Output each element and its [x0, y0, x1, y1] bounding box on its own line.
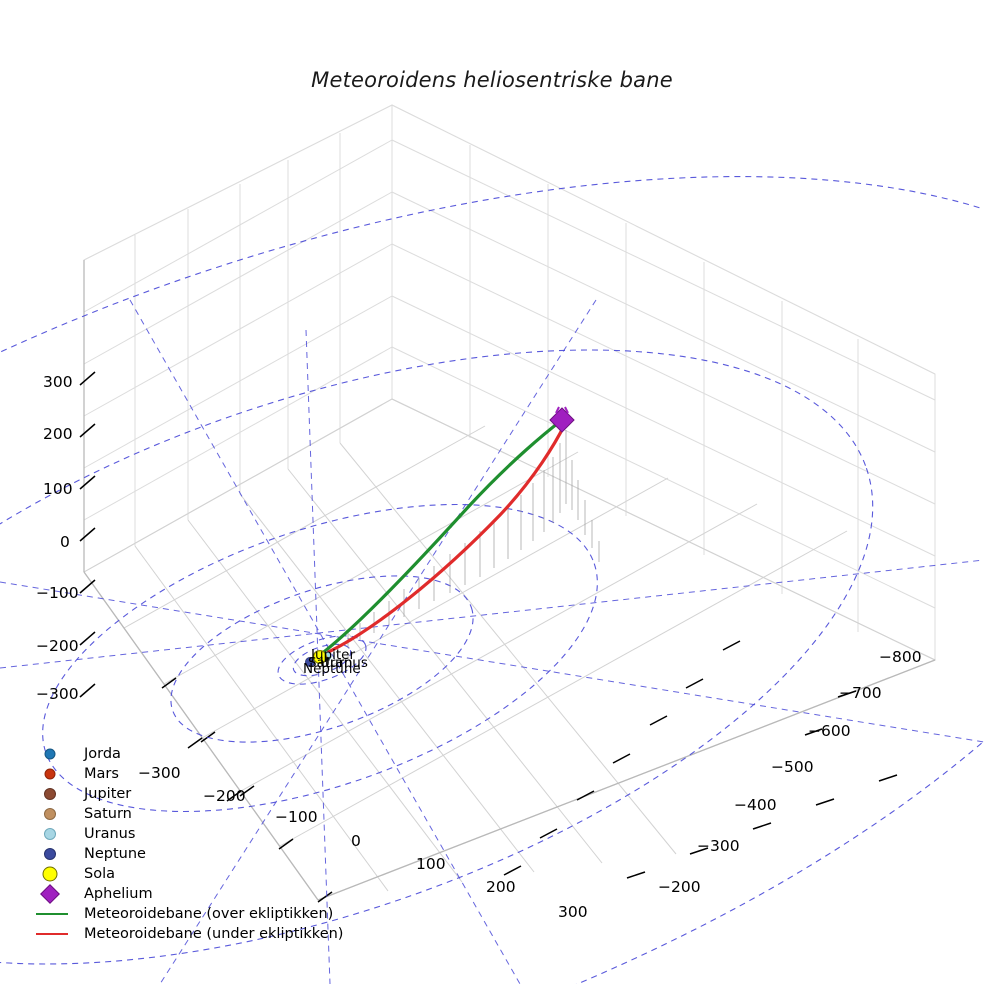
y-axis-ticks: [626, 690, 898, 879]
orbit-jorda: [292, 643, 352, 677]
tick-label: 0: [60, 533, 70, 551]
z-axis-ticks: [79, 371, 96, 698]
plot-legend: Jorda Mars Jupiter Saturn Uranus: [34, 744, 343, 944]
tick-label: 0: [351, 832, 361, 850]
body-label-saturn: Saturn: [308, 655, 353, 671]
legend-label-jupiter: Jupiter: [84, 786, 132, 802]
legend-label-neptune: Neptune: [84, 846, 146, 862]
tick-label: −200: [203, 787, 246, 805]
tick-label: 100: [416, 855, 446, 873]
tick-label: −100: [275, 808, 318, 826]
tick-label: −600: [808, 722, 851, 740]
legend-key-jorda: [34, 744, 80, 764]
aphelium-diamond-icon: [40, 884, 60, 904]
legend-item-uranus[interactable]: Uranus: [34, 824, 334, 844]
tick-label: −300: [36, 685, 79, 703]
legend-label-saturn: Saturn: [84, 806, 132, 822]
legend-key-saturn: [34, 804, 80, 824]
y-axis-spine: [317, 659, 936, 901]
tick-label: 100: [43, 480, 73, 498]
legend-item-jupiter[interactable]: Jupiter: [34, 784, 334, 804]
tick-label: −300: [138, 764, 181, 782]
legend-label-sola: Sola: [84, 866, 115, 882]
tick-label: 200: [43, 425, 73, 443]
legend-item-saturn[interactable]: Saturn: [34, 804, 334, 824]
legend-key-neptune: [34, 844, 80, 864]
pane-back-right: [391, 104, 936, 661]
page-title: Meteoroidens heliosentriske bane: [311, 68, 673, 92]
sola-dot-icon: [42, 866, 58, 882]
orbit-jupiter: [170, 575, 474, 743]
x-axis-spine: [83, 571, 319, 901]
legend-item-neptune[interactable]: Neptune: [34, 844, 334, 864]
tick-label: −500: [771, 758, 814, 776]
y-axis-ticks-upper: [503, 640, 741, 876]
orbit-mars: [277, 635, 367, 685]
neptune-dot-icon: [44, 848, 56, 860]
meteoroid-track-above-ecliptic: [318, 418, 564, 657]
body-label-uranus: Uranus: [320, 655, 368, 671]
tick-label: 300: [558, 903, 588, 921]
legend-key-aphelium: [34, 884, 80, 904]
meteoroid-track-below-ecliptic: [318, 422, 567, 658]
legend-label-jorda: Jorda: [84, 746, 121, 762]
tick-label: −200: [658, 878, 701, 896]
legend-item-sola[interactable]: Sola: [34, 864, 334, 884]
legend-label-aphelium: Aphelium: [84, 886, 153, 902]
legend-item-aphelium[interactable]: Aphelium: [34, 884, 334, 904]
tick-label: −400: [734, 796, 777, 814]
legend-key-track-above: [34, 904, 80, 924]
saturn-dot-icon: [44, 808, 56, 820]
tick-label: −800: [879, 648, 922, 666]
legend-item-track-below[interactable]: Meteoroidebane (under ekliptikken): [34, 924, 343, 944]
legend-key-sola: [34, 864, 80, 884]
axis-spines: [83, 260, 936, 901]
tick-label: −300: [697, 837, 740, 855]
body-label-neptune: Neptune: [303, 661, 361, 677]
tick-label: 300: [43, 373, 73, 391]
legend-label-track-below: Meteoroidebane (under ekliptikken): [84, 926, 344, 942]
tick-label: −100: [36, 584, 79, 602]
jupiter-dot-icon: [44, 788, 56, 800]
legend-item-mars[interactable]: Mars: [34, 764, 334, 784]
tick-label: −700: [839, 684, 882, 702]
pane-back-left: [83, 104, 393, 573]
legend-label-uranus: Uranus: [84, 826, 136, 842]
legend-key-track-below: [34, 924, 80, 944]
legend-key-mars: [34, 764, 80, 784]
tick-label: −200: [36, 637, 79, 655]
legend-item-track-above[interactable]: Meteoroidebane (over ekliptikken): [34, 904, 334, 924]
marker-neptune: [304, 657, 315, 668]
tick-label: 200: [486, 878, 516, 896]
orbit-radial-spokes: [0, 299, 984, 984]
legend-label-track-above: Meteoroidebane (over ekliptikken): [84, 906, 334, 922]
red-line-icon: [36, 933, 68, 935]
uranus-dot-icon: [44, 828, 56, 840]
body-label-jupiter: Jupiter: [311, 647, 356, 663]
jorda-dot-icon: [44, 748, 56, 760]
green-line-icon: [36, 913, 68, 915]
legend-key-uranus: [34, 824, 80, 844]
legend-key-jupiter: [34, 784, 80, 804]
trajectory-drop-lines: [347, 430, 600, 648]
planet-markers: [304, 649, 332, 668]
marker-sola: [313, 649, 328, 664]
marker-aphelium: [549, 406, 575, 433]
mars-dot-icon: [44, 768, 56, 780]
orbit-uranus: [0, 349, 874, 965]
legend-item-jorda[interactable]: Jorda: [34, 744, 334, 764]
legend-label-mars: Mars: [84, 766, 119, 782]
